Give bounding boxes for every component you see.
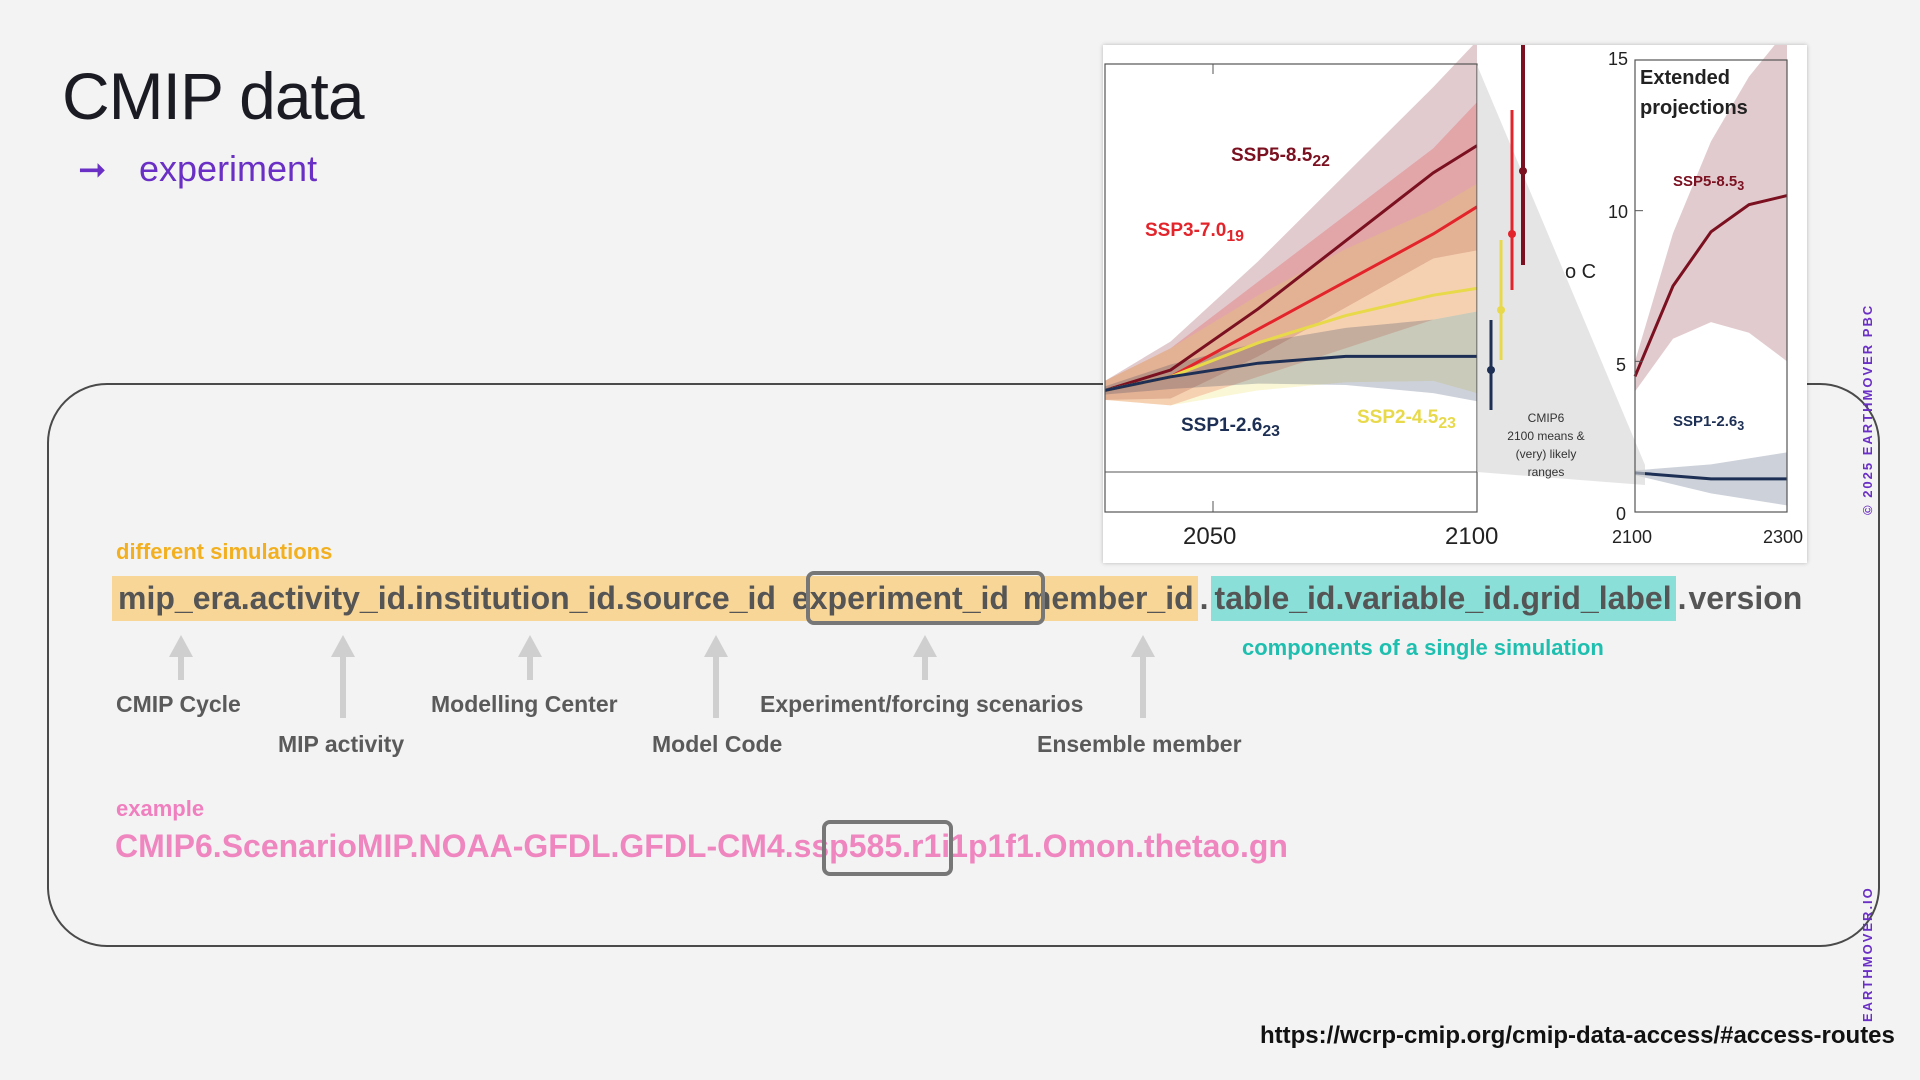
series-label-ssp370: SSP3-7.019 <box>1145 220 1244 245</box>
series-label-ssp585: SSP5-8.522 <box>1231 145 1330 170</box>
annotation-ensemble-member: Ensemble member <box>1037 731 1242 757</box>
path-segment-components: table_id.variable_id.grid_label <box>1210 575 1676 621</box>
arrow-right-icon: ➞ <box>78 151 107 189</box>
annotation-mip-activity: MIP activity <box>278 731 405 757</box>
whisker-dot <box>1497 306 1505 314</box>
ext-series-label-ssp585: SSP5-8.53 <box>1673 173 1745 193</box>
annotation-modelling-center: Modelling Center <box>431 691 618 717</box>
example-part-1: CMIP6.ScenarioMIP.NOAA-GFDL.GFDL-CM4. <box>115 828 794 864</box>
y-tick-5: 5 <box>1616 355 1627 375</box>
annotation-model-code: Model Code <box>652 731 783 757</box>
whiskers <box>1487 45 1527 410</box>
example-part-2: .r1i1p1f1.Omon.thetao.gn <box>902 828 1288 864</box>
experiment-id-highlight-box <box>806 571 1045 625</box>
page-subtitle: experiment <box>139 148 318 189</box>
path-segment-simulation-ids: mip_era.activity_id.institution_id.sourc… <box>112 575 782 621</box>
annotation-cmip-cycle: CMIP Cycle <box>116 691 241 717</box>
band-ssp5-8.5 <box>1105 40 1477 400</box>
series-label-ssp245: SSP2-4.523 <box>1357 407 1456 432</box>
path-segment-member-id: member_id <box>1018 575 1198 621</box>
ssp585-highlight-box <box>822 820 953 876</box>
copyright-text: © 2025 EARTHMOVER PBC <box>1860 303 1875 515</box>
projection-chart: SSP5-8.522 SSP3-7.019 SSP2-4.523 SSP1-2.… <box>1103 29 1807 563</box>
page-title: CMIP data <box>62 59 365 133</box>
extended-panel-frame <box>1634 59 1788 513</box>
zoom-connector <box>1477 65 1645 485</box>
source-url[interactable]: https://wcrp-cmip.org/cmip-data-access/#… <box>1260 1022 1895 1049</box>
y-tick-0: 0 <box>1616 504 1627 524</box>
projection-chart-svg <box>1104 29 1788 513</box>
band-ssp1-2.6 <box>1105 311 1477 402</box>
ext-band-ssp5-8.5 <box>1635 29 1787 392</box>
diagram-frame <box>47 383 1880 947</box>
extended-panel-title: Extended projections <box>1640 67 1748 119</box>
path-segment-experiment-id: experiment_id <box>781 575 1019 621</box>
line-ssp5-8.5 <box>1104 144 1478 392</box>
brand-text: EARTHMOVER.IO <box>1860 886 1875 1022</box>
label-components-single-simulation: components of a single simulation <box>1242 635 1604 660</box>
line-ssp1-2.6 <box>1104 354 1477 392</box>
path-dot: . <box>1677 579 1687 616</box>
ext-series-label-ssp126: SSP1-2.63 <box>1673 413 1745 433</box>
y-tick-15: 15 <box>1608 49 1629 69</box>
x-tick-2100: 2100 <box>1445 523 1499 550</box>
y-tick-10: 10 <box>1608 202 1629 222</box>
label-example: example <box>116 796 205 821</box>
path-dot: . <box>1199 579 1209 616</box>
ext-line-ssp1-2.6 <box>1634 471 1787 481</box>
x-tick-2050: 2050 <box>1183 523 1237 550</box>
whisker-dot <box>1519 167 1527 175</box>
whisker-dot <box>1487 366 1495 374</box>
cmip6-annotation: CMIP6 2100 means & (very) likely ranges <box>1507 411 1585 479</box>
path-segment-version: version <box>1688 579 1803 616</box>
whisker-dot <box>1508 230 1516 238</box>
label-different-simulations: different simulations <box>116 539 333 564</box>
annotation-experiment-scenarios: Experiment/forcing scenarios <box>760 691 1084 717</box>
band-ssp3-7.0 <box>1105 102 1477 406</box>
cmip-path-template: mip_era.activity_id.institution_id.sourc… <box>112 575 1804 621</box>
y-unit-label: o C <box>1565 261 1597 283</box>
series-label-ssp126: SSP1-2.623 <box>1181 415 1280 440</box>
ext-line-ssp5-8.5 <box>1633 194 1788 377</box>
example-path: CMIP6.ScenarioMIP.NOAA-GFDL.GFDL-CM4.ssp… <box>115 828 1288 865</box>
x-tick-ext-2300: 2300 <box>1763 527 1804 547</box>
example-ssp: ssp585 <box>793 828 903 864</box>
x-tick-ext-2100: 2100 <box>1612 527 1653 547</box>
